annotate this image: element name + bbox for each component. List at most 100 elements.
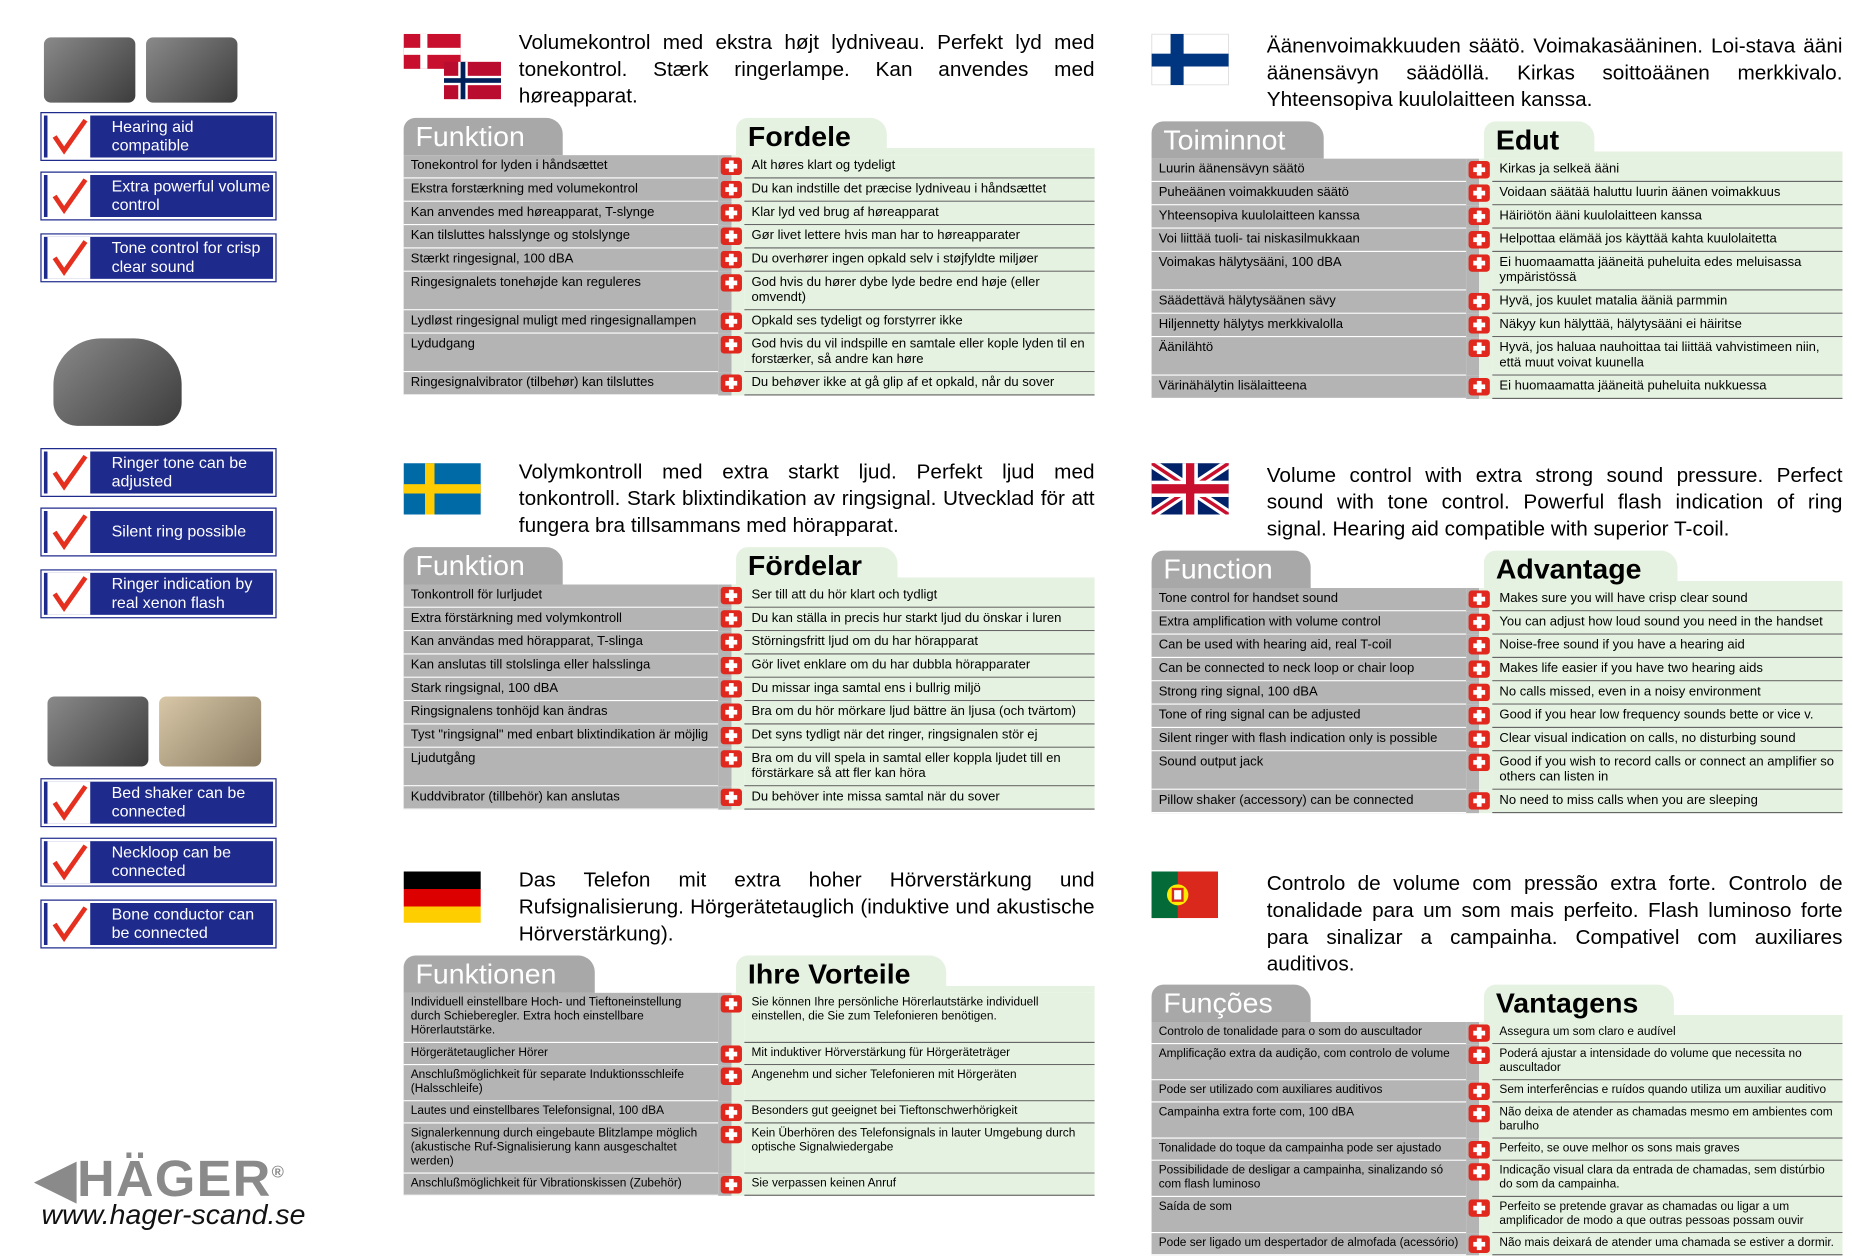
- intro-text: Volume control with extra strong sound p…: [1266, 463, 1843, 541]
- advantage-cell: Ei huomaamatta jääneitä puheluita nukkue…: [1492, 375, 1843, 400]
- table-row: Anschlußmöglichkeit für Vibrationskissen…: [403, 1173, 1095, 1196]
- plus-icon: [718, 372, 745, 396]
- website: www.hager-scand.se: [41, 1199, 306, 1231]
- plus-icon: [1466, 588, 1493, 612]
- plus-icon: [718, 747, 745, 787]
- function-cell: Controlo de tonalidade para o som do aus…: [1151, 1022, 1467, 1045]
- photo-user: [159, 696, 262, 767]
- plus-icon: [1466, 375, 1493, 400]
- advantage-cell: Bra om du hör mörkare ljud bättre än lju…: [744, 701, 1095, 725]
- plus-icon: [1466, 158, 1493, 183]
- plus-icon: [718, 654, 745, 678]
- table-row: Sound output jack Good if you wish to rec…: [1151, 751, 1843, 790]
- table-row: Yhteensopiva kuulolaitteen kanssa Häiriöt…: [1151, 205, 1843, 229]
- function-header: Funktionen: [403, 955, 595, 993]
- table-row: Kan anslutas till stolslinga eller halss…: [403, 654, 1095, 678]
- table-row: Ringesignalets tonehøjde kan reguleres Go…: [403, 271, 1095, 311]
- advantage-cell: Det syns tydligt när det ringer, ringsig…: [744, 724, 1095, 748]
- plus-icon: [1466, 658, 1493, 682]
- feature-text: Tone control for crisp clear sound: [111, 239, 261, 276]
- function-cell: Strong ring signal, 100 dBA: [1151, 681, 1467, 705]
- advantage-cell: Good if you hear low frequency sounds be…: [1492, 704, 1843, 729]
- function-cell: Hiljennetty hälytys merkkivalolla: [1151, 313, 1467, 338]
- feature-box: Silent ring possible: [40, 507, 277, 557]
- function-cell: Tonkontroll för lurljudet: [403, 584, 719, 608]
- plus-icon: [1466, 681, 1493, 705]
- header-cell: Ihre Vorteile: [736, 953, 1095, 993]
- plus-icon: [718, 1101, 745, 1124]
- advantage-cell: Ei huomaamatta jääneitä puheluita edes m…: [1492, 252, 1843, 291]
- function-cell: Yhteensopiva kuulolaitteen kanssa: [1151, 205, 1467, 229]
- function-cell: Ringsignalens tonhöjd kan ändras: [403, 701, 719, 725]
- table-row: Äänilähtö Hyvä, jos haluaa nauhoittaa tai…: [1151, 337, 1843, 376]
- advantage-cell: Besonders gut geeignet bei Tieftonschwer…: [744, 1101, 1095, 1124]
- function-cell: Kan tilsluttes halsslynge og stolslynge: [403, 225, 719, 249]
- function-cell: Ekstra forstærkning med volumekontrol: [403, 178, 719, 202]
- check-icon: [47, 511, 91, 554]
- advantage-header: Ihre Vorteile: [736, 955, 947, 993]
- function-cell: Tone control for handset sound: [1151, 588, 1467, 612]
- plus-icon: [718, 248, 745, 272]
- plus-icon: [718, 178, 745, 202]
- advantage-cell: Du missar inga samtal ens i bullrig milj…: [744, 677, 1095, 702]
- function-cell: Säädettävä hälytysäänen sävy: [1151, 290, 1467, 314]
- flag: [403, 33, 501, 108]
- function-cell: Amplificação extra da audição, com contr…: [1151, 1044, 1467, 1081]
- table-row: Strong ring signal, 100 dBA No calls miss…: [1151, 681, 1843, 705]
- advantage-cell: God hvis du hører dybe lyde bedre end hø…: [744, 271, 1095, 311]
- advantage-cell: Perfeito, se ouve melhor os sons mais gr…: [1492, 1138, 1843, 1161]
- advantage-cell: Alt høres klart og tydeligt: [744, 155, 1095, 179]
- intro-text: Volumekontrol med ekstra højt lydniveau.…: [518, 30, 1095, 108]
- language-panel: Volumekontrol med ekstra højt lydniveau.…: [403, 29, 1095, 396]
- check-icon: [47, 115, 91, 158]
- advantage-header: Vantagens: [1483, 984, 1674, 1023]
- plus-icon: [718, 584, 745, 608]
- table-row: Puheäänen voimakkuuden säätö Voidaan säät…: [1151, 182, 1843, 206]
- feature-box: Tone control for crisp clear sound: [40, 233, 277, 283]
- function-cell: Possibilidade de desligar a campainha, s…: [1151, 1160, 1467, 1198]
- feature-box: Bone conductor can be connected: [40, 899, 277, 949]
- table-row: Tone of ring signal can be adjusted Good …: [1151, 704, 1843, 729]
- table-row: Ringesignalvibrator (tilbehør) kan tilsl…: [403, 372, 1095, 396]
- function-cell: Tonalidade do toque da campainha pode se…: [1151, 1138, 1467, 1161]
- check-icon: [47, 175, 91, 218]
- function-cell: Pode ser utilizado com auxiliares auditi…: [1151, 1080, 1467, 1103]
- plus-icon: [718, 677, 745, 702]
- plus-icon: [718, 201, 745, 226]
- plus-icon: [1466, 1022, 1493, 1045]
- function-cell: Pode ser ligado um despertador de almofa…: [1151, 1233, 1467, 1256]
- function-cell: Lydudgang: [403, 333, 719, 373]
- intro-text: Äänenvoimakkuuden säätö. Voimakasääninen…: [1266, 33, 1843, 111]
- function-cell: Kan anvendes med høreapparat, T-slynge: [403, 201, 719, 226]
- table-row: Tonekontrol for lyden i håndsættet Alt hø…: [403, 155, 1095, 179]
- table-row: Ringsignalens tonhöjd kan ändras Bra om d…: [403, 701, 1095, 725]
- table-row: Amplificação extra da audição, com contr…: [1151, 1044, 1843, 1081]
- advantage-cell: Ser till att du hör klart och tydligt: [744, 584, 1095, 608]
- header-cell: Toiminnot: [1151, 119, 1484, 159]
- table-header: Function Advantage: [1151, 548, 1843, 589]
- language-panel: Volume control with extra strong sound p…: [1148, 459, 1843, 814]
- advantage-cell: No need to miss calls when you are sleep…: [1492, 789, 1843, 814]
- advantage-header: Edut: [1483, 121, 1595, 159]
- plus-icon: [718, 271, 745, 311]
- advantage-cell: Sie können Ihre persönliche Hörerlautstä…: [744, 992, 1095, 1044]
- function-cell: Värinähälytin lisälaitteena: [1151, 375, 1467, 400]
- function-header: Function: [1151, 550, 1311, 589]
- header-cell: Vantagens: [1483, 982, 1843, 1023]
- function-cell: Individuell einstellbare Hoch- und Tieft…: [403, 992, 719, 1044]
- photo-handset: [43, 37, 136, 103]
- feature-box: Ringer indication by real xenon flash: [40, 569, 277, 619]
- advantage-cell: Não mais deixará de atender uma chamada …: [1492, 1233, 1843, 1256]
- logo: ◀HÄGER®: [35, 1150, 286, 1208]
- flag: [1150, 33, 1230, 91]
- header-cell: Funções: [1151, 982, 1484, 1023]
- intro-text: Volymkontroll med extra starkt ljud. Per…: [518, 459, 1095, 537]
- plus-icon: [718, 1123, 745, 1174]
- function-cell: Saída de som: [1151, 1197, 1467, 1234]
- function-cell: Extra amplification with volume control: [1151, 611, 1467, 635]
- advantage-cell: Sem interferências e ruídos quando utili…: [1492, 1080, 1843, 1103]
- table-row: Voi liittää tuoli- tai niskasilmukkaan He…: [1151, 228, 1843, 253]
- plus-icon: [1466, 1233, 1493, 1256]
- advantage-cell: Perfeito se pretende gravar as chamadas …: [1492, 1197, 1843, 1234]
